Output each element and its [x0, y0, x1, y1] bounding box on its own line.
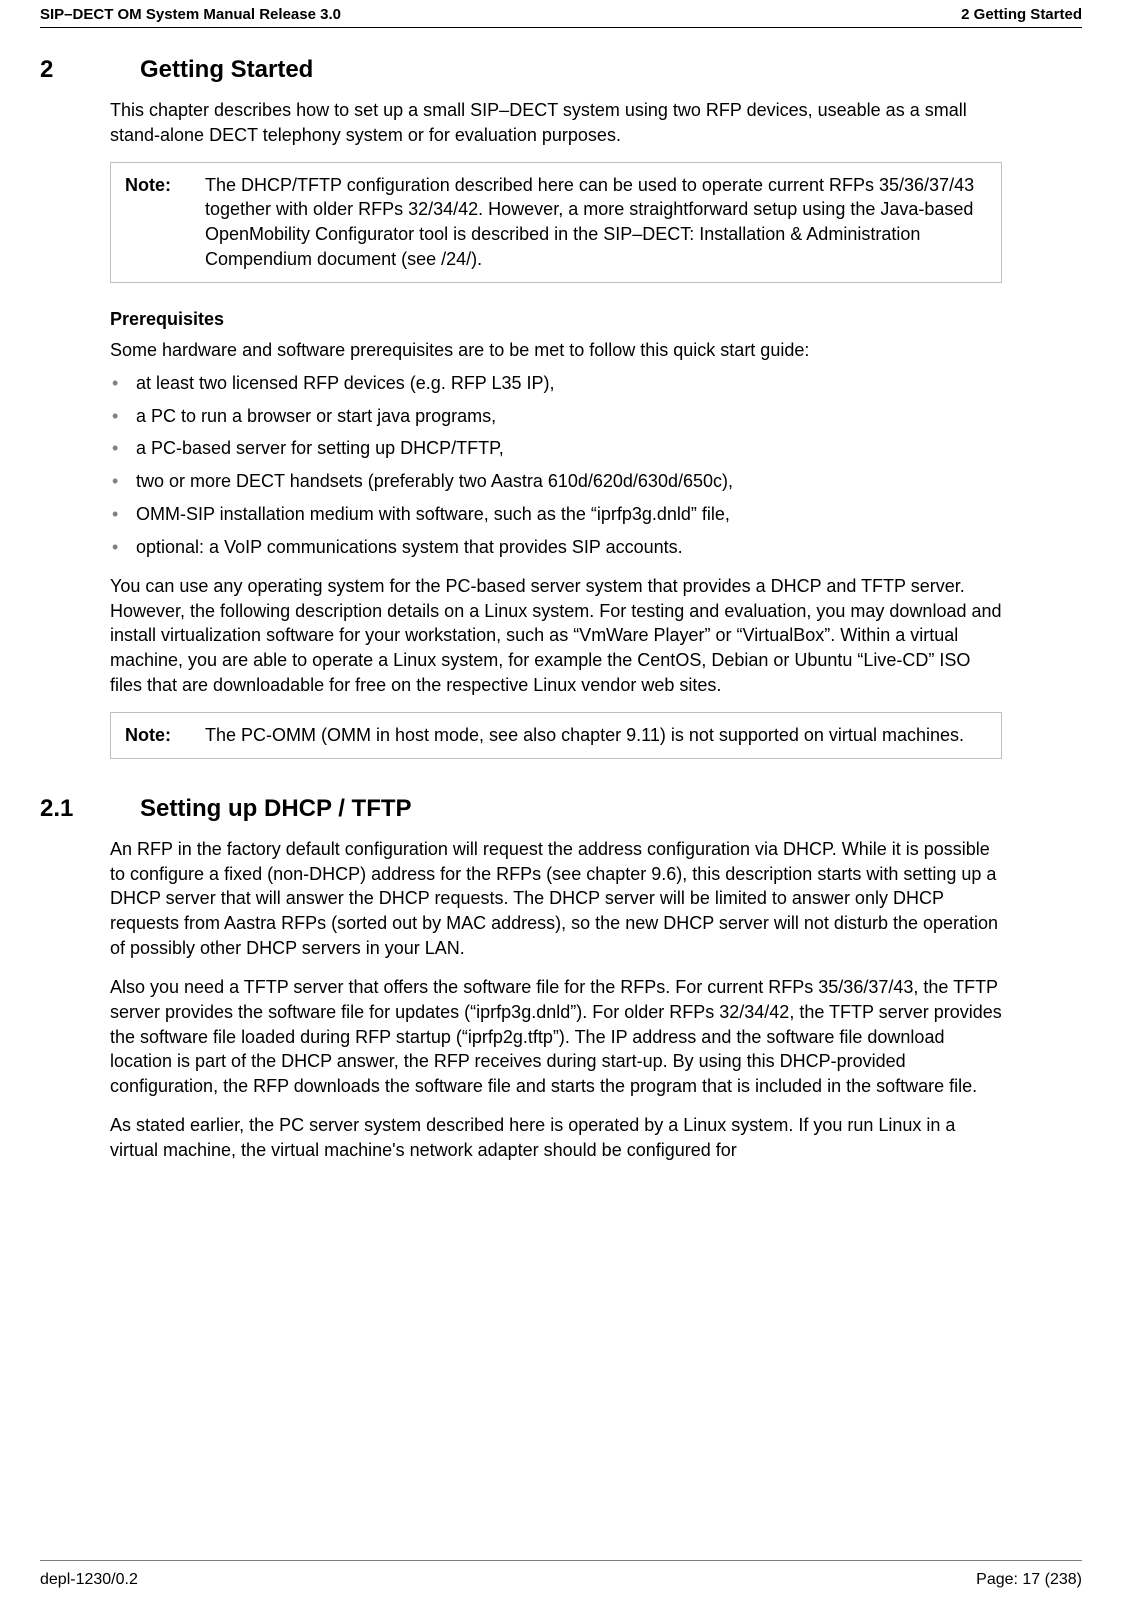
list-item: two or more DECT handsets (preferably tw… [110, 469, 1002, 494]
list-item: a PC to run a browser or start java prog… [110, 404, 1002, 429]
header-right: 2 Getting Started [961, 6, 1082, 23]
section-2-1-p2: Also you need a TFTP server that offers … [110, 975, 1002, 1099]
section-2-1-heading: 2.1 Setting up DHCP / TFTP [110, 795, 1002, 823]
page-header: SIP–DECT OM System Manual Release 3.0 2 … [40, 0, 1082, 27]
os-paragraph: You can use any operating system for the… [110, 574, 1002, 698]
note-1-label: Note: [125, 173, 185, 272]
section-2-1-number: 2.1 [40, 795, 105, 823]
section-2-intro: This chapter describes how to set up a s… [110, 98, 1002, 148]
footer-left: depl-1230/0.2 [40, 1571, 138, 1589]
list-item: a PC-based server for setting up DHCP/TF… [110, 436, 1002, 461]
page-footer: depl-1230/0.2 Page: 17 (238) [40, 1560, 1082, 1589]
footer-rule [40, 1560, 1082, 1561]
section-2-heading: 2 Getting Started [110, 56, 1002, 84]
prerequisites-heading: Prerequisites [110, 309, 1002, 330]
section-2-1-p3: As stated earlier, the PC server system … [110, 1113, 1002, 1163]
note-1-text: The DHCP/TFTP configuration described he… [205, 173, 987, 272]
section-2-number: 2 [40, 56, 80, 84]
note-box-2: Note: The PC-OMM (OMM in host mode, see … [110, 712, 1002, 759]
prerequisites-list: at least two licensed RFP devices (e.g. … [110, 371, 1002, 560]
list-item: OMM-SIP installation medium with softwar… [110, 502, 1002, 527]
header-left: SIP–DECT OM System Manual Release 3.0 [40, 6, 341, 23]
list-item: at least two licensed RFP devices (e.g. … [110, 371, 1002, 396]
section-2-1-title: Setting up DHCP / TFTP [140, 795, 412, 823]
note-2-label: Note: [125, 723, 185, 748]
content-area: 2 Getting Started This chapter describes… [40, 56, 1082, 1163]
footer-right: Page: 17 (238) [976, 1571, 1082, 1589]
header-rule [40, 27, 1082, 28]
list-item: optional: a VoIP communications system t… [110, 535, 1002, 560]
note-2-text: The PC-OMM (OMM in host mode, see also c… [205, 723, 987, 748]
prerequisites-intro: Some hardware and software prerequisites… [110, 338, 1002, 363]
section-2-title: Getting Started [140, 56, 313, 84]
section-2-1-p1: An RFP in the factory default configurat… [110, 837, 1002, 961]
note-box-1: Note: The DHCP/TFTP configuration descri… [110, 162, 1002, 283]
